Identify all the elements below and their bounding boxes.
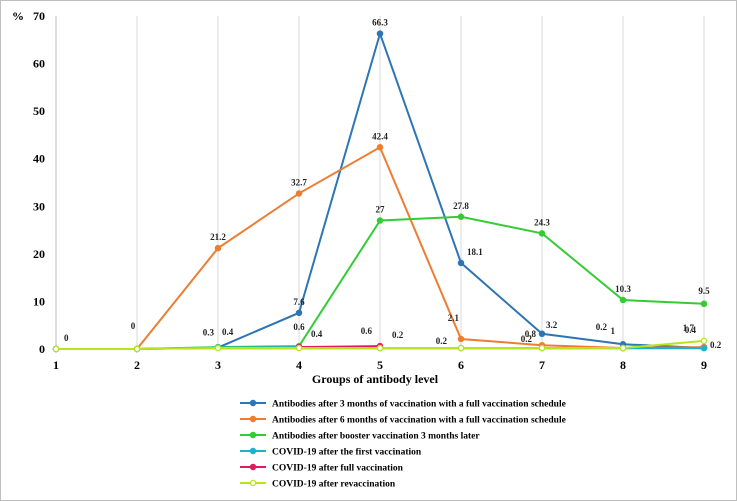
data-label: 0.4 <box>222 327 234 337</box>
grid-layer <box>55 16 705 349</box>
data-label: 0 <box>64 333 69 343</box>
x-tick-label: 8 <box>620 358 626 372</box>
x-tick-label: 9 <box>701 358 707 372</box>
data-label: 0.3 <box>203 328 215 338</box>
data-label: 27 <box>376 205 386 215</box>
y-axis-title: % <box>12 9 24 23</box>
series-line <box>298 345 381 349</box>
legend-entry-label: Antibodies after booster vaccination 3 m… <box>272 432 480 442</box>
y-tick-label: 20 <box>33 247 45 261</box>
x-tick-label: 3 <box>215 358 221 372</box>
x-tick-label: 1 <box>53 358 59 372</box>
data-point <box>700 300 708 308</box>
y-tick-label: 60 <box>33 57 45 71</box>
data-point <box>457 335 465 343</box>
data-label: 18.1 <box>467 247 483 257</box>
data-label: 27.8 <box>453 201 469 211</box>
data-point <box>538 344 546 352</box>
data-point <box>295 190 303 197</box>
data-label: 0.6 <box>293 322 305 332</box>
y-tick-label: 70 <box>33 9 45 23</box>
x-tick-label: 6 <box>458 358 464 372</box>
data-point <box>376 30 384 37</box>
x-tick-label: 2 <box>134 358 140 372</box>
legend-swatch-marker <box>249 431 257 439</box>
data-label: 32.7 <box>291 177 307 187</box>
data-point <box>376 144 384 151</box>
data-point <box>214 344 222 352</box>
data-label: 24.3 <box>534 217 550 227</box>
data-point <box>457 259 465 267</box>
data-point <box>619 296 627 304</box>
legend-entry-label: Antibodies after 6 months of vaccination… <box>272 416 566 426</box>
data-label: 42.4 <box>372 131 388 141</box>
data-label: 0.2 <box>521 334 533 344</box>
data-label: 0.8 <box>525 329 537 339</box>
data-label: 1 <box>611 326 616 336</box>
y-tick-label: 50 <box>33 104 45 118</box>
legend-swatch-marker <box>249 399 257 407</box>
legend-entry-label: COVID-19 after the first vaccination <box>272 448 422 458</box>
data-point <box>214 244 222 252</box>
data-label: 7.6 <box>293 297 305 307</box>
data-label: 0.2 <box>710 340 722 350</box>
series-layer <box>52 30 708 353</box>
data-point <box>538 230 546 237</box>
data-label: 3.2 <box>546 320 558 330</box>
legend-entry-label: COVID-19 after revaccination <box>272 480 396 490</box>
legend-swatch-marker <box>249 447 257 455</box>
legend-entry-label: Antibodies after 3 months of vaccination… <box>272 400 566 410</box>
data-point <box>295 344 303 352</box>
data-point <box>295 309 303 317</box>
legend: Antibodies after 3 months of vaccination… <box>240 400 566 490</box>
y-tick-label: 40 <box>33 152 45 166</box>
data-label: 1.7 <box>683 323 695 333</box>
legend-entry-label: COVID-19 after full vaccination <box>272 464 404 474</box>
x-tick-label: 4 <box>296 358 302 372</box>
data-point <box>133 345 141 353</box>
data-label: 0.2 <box>596 322 608 332</box>
data-label: 0.4 <box>685 325 697 335</box>
data-point <box>457 213 465 221</box>
legend-swatch-marker <box>249 415 257 423</box>
data-label: 0.6 <box>361 326 373 336</box>
data-point <box>700 337 708 345</box>
data-label: 0 <box>131 321 136 331</box>
data-label: 0.2 <box>392 330 404 340</box>
data-label-layer: 0.37.666.318.13.210.2021.232.742.42.10.8… <box>64 18 722 350</box>
data-point <box>52 345 60 353</box>
data-label: 10.3 <box>615 284 631 294</box>
data-point <box>376 344 384 352</box>
data-label: 2.1 <box>448 313 460 323</box>
data-point <box>538 330 546 338</box>
y-tick-label: 30 <box>33 199 45 213</box>
data-label: 0.4 <box>311 329 323 339</box>
data-label: 21.2 <box>210 232 226 242</box>
legend-swatch-marker <box>249 463 257 471</box>
data-point <box>376 217 384 224</box>
data-point <box>619 344 627 352</box>
data-point <box>700 344 708 352</box>
data-label: 0.2 <box>436 336 448 346</box>
data-label: 66.3 <box>372 18 388 28</box>
y-tick-label: 10 <box>33 294 45 308</box>
data-point <box>457 344 465 352</box>
x-axis-title: Groups of antibody level <box>312 372 439 386</box>
y-tick-label: 0 <box>39 342 45 356</box>
data-label: 9.5 <box>698 286 710 296</box>
x-tick-label: 7 <box>539 358 545 372</box>
x-tick-label: 5 <box>377 358 383 372</box>
legend-swatch-marker <box>249 479 257 487</box>
